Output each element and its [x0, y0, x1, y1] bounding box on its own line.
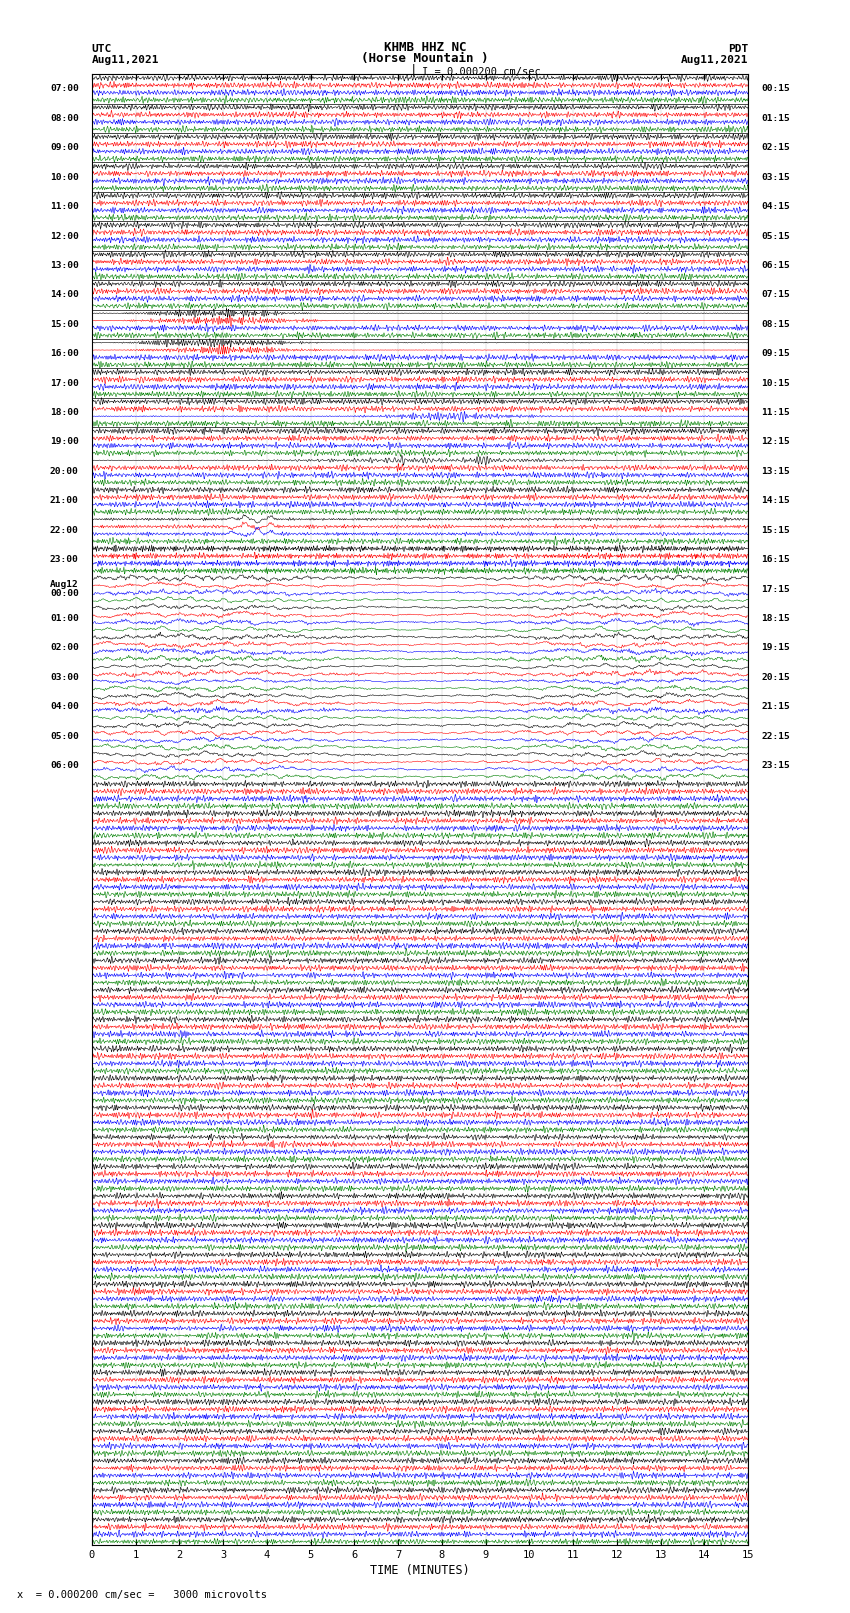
- Text: 11:15: 11:15: [761, 408, 790, 418]
- Text: PDT: PDT: [728, 44, 748, 53]
- Text: 04:00: 04:00: [50, 702, 79, 711]
- Text: 15:15: 15:15: [761, 526, 790, 536]
- Text: 16:00: 16:00: [50, 348, 79, 358]
- Text: 19:15: 19:15: [761, 644, 790, 652]
- Text: 17:00: 17:00: [50, 379, 79, 387]
- Text: 18:15: 18:15: [761, 615, 790, 623]
- Text: 03:15: 03:15: [761, 173, 790, 182]
- Text: 10:15: 10:15: [761, 379, 790, 387]
- Text: 14:00: 14:00: [50, 290, 79, 300]
- Text: 14:15: 14:15: [761, 497, 790, 505]
- Text: Aug11,2021: Aug11,2021: [681, 55, 748, 65]
- Text: 12:15: 12:15: [761, 437, 790, 447]
- Text: 10:00: 10:00: [50, 173, 79, 182]
- Text: 00:15: 00:15: [761, 84, 790, 94]
- Text: KHMB HHZ NC: KHMB HHZ NC: [383, 40, 467, 53]
- Text: 15:00: 15:00: [50, 319, 79, 329]
- Text: 08:00: 08:00: [50, 115, 79, 123]
- Text: 05:15: 05:15: [761, 232, 790, 240]
- Text: 23:15: 23:15: [761, 761, 790, 769]
- Text: UTC: UTC: [92, 44, 112, 53]
- Text: 11:00: 11:00: [50, 202, 79, 211]
- Text: 06:00: 06:00: [50, 761, 79, 769]
- Text: 02:00: 02:00: [50, 644, 79, 652]
- Text: 21:15: 21:15: [761, 702, 790, 711]
- Text: 17:15: 17:15: [761, 584, 790, 594]
- Text: Aug12
00:00: Aug12 00:00: [50, 579, 79, 598]
- Text: 13:00: 13:00: [50, 261, 79, 269]
- Text: 05:00: 05:00: [50, 732, 79, 740]
- Text: 16:15: 16:15: [761, 555, 790, 565]
- Text: 01:15: 01:15: [761, 115, 790, 123]
- Text: 20:15: 20:15: [761, 673, 790, 682]
- Text: 07:00: 07:00: [50, 84, 79, 94]
- Text: I = 0.000200 cm/sec: I = 0.000200 cm/sec: [422, 66, 541, 77]
- Text: |: |: [411, 63, 417, 77]
- Text: x  = 0.000200 cm/sec =   3000 microvolts: x = 0.000200 cm/sec = 3000 microvolts: [17, 1590, 267, 1600]
- Text: 06:15: 06:15: [761, 261, 790, 269]
- Text: 09:15: 09:15: [761, 348, 790, 358]
- Text: 20:00: 20:00: [50, 466, 79, 476]
- Text: 04:15: 04:15: [761, 202, 790, 211]
- Text: 22:00: 22:00: [50, 526, 79, 536]
- Text: 01:00: 01:00: [50, 615, 79, 623]
- Text: 09:00: 09:00: [50, 144, 79, 152]
- Text: 12:00: 12:00: [50, 232, 79, 240]
- Text: 02:15: 02:15: [761, 144, 790, 152]
- Text: 19:00: 19:00: [50, 437, 79, 447]
- Text: 23:00: 23:00: [50, 555, 79, 565]
- Text: 21:00: 21:00: [50, 497, 79, 505]
- Text: 13:15: 13:15: [761, 466, 790, 476]
- Text: 03:00: 03:00: [50, 673, 79, 682]
- Text: 08:15: 08:15: [761, 319, 790, 329]
- Text: 18:00: 18:00: [50, 408, 79, 418]
- Text: 07:15: 07:15: [761, 290, 790, 300]
- Text: Aug11,2021: Aug11,2021: [92, 55, 159, 65]
- Text: 22:15: 22:15: [761, 732, 790, 740]
- X-axis label: TIME (MINUTES): TIME (MINUTES): [370, 1565, 470, 1578]
- Text: (Horse Mountain ): (Horse Mountain ): [361, 52, 489, 65]
